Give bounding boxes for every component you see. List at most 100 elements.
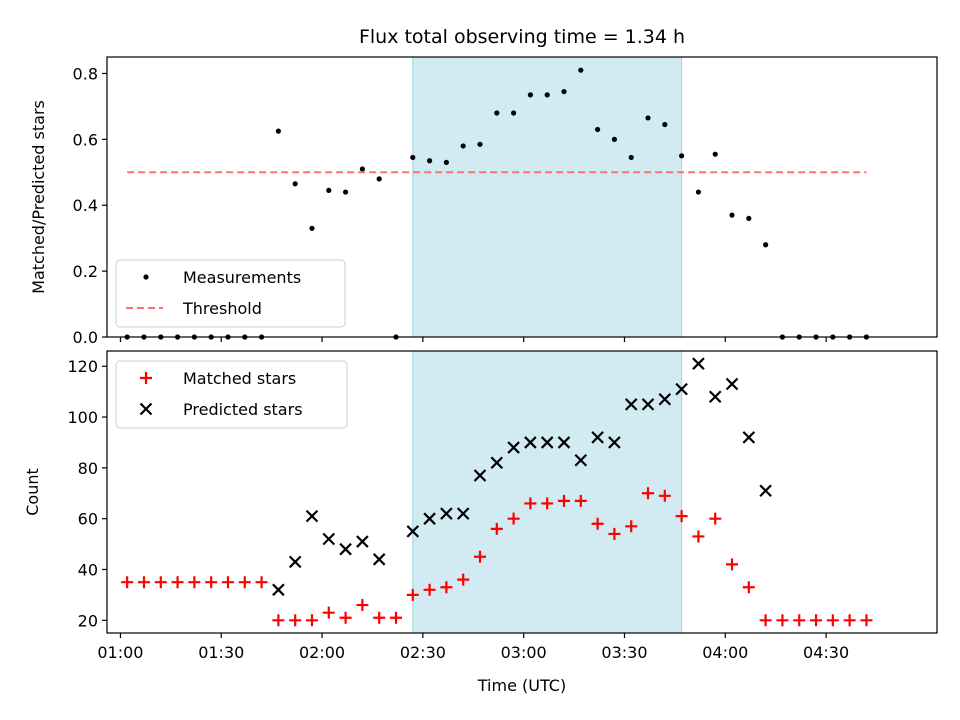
data-point [322,606,335,619]
legend-swatch [143,274,149,280]
bottom-panel: 20 40 60 80 100 120 01:00 01:30 02:00 02:30 03:00 0… [67,350,938,662]
shaded-interval [412,56,683,338]
data-point [746,215,752,222]
data-point [625,520,638,533]
y-tick-label: 40 [78,560,98,579]
data-point [608,527,621,540]
data-point [695,189,702,195]
y-tick-label: 60 [78,510,98,529]
data-point [658,489,671,502]
series-predicted-stars [272,357,772,597]
y-tick-label: 120 [67,357,98,376]
y-tick-label: 0.6 [73,130,98,149]
data-point [708,390,722,404]
x-tick-label: 01:30 [198,643,244,662]
data-point [356,599,369,612]
data-point [322,532,336,546]
data-point [275,128,281,134]
data-point [692,530,705,543]
data-point [288,555,302,569]
data-point [540,436,554,449]
data-point [645,115,651,121]
y-tick-label: 20 [78,611,98,630]
data-point [541,497,554,510]
x-axis-label: Time (UTC) [477,676,566,695]
data-point [793,614,806,627]
legend-box [115,259,346,328]
data-point [574,494,587,507]
data-point [557,436,571,449]
data-point [356,535,369,548]
top-y-axis-label: Matched/Predicted stars [29,100,48,294]
data-point [595,126,601,133]
data-point [406,525,420,538]
data-point [524,436,537,449]
data-point [578,67,584,73]
data-point [507,512,520,525]
legend: Matched stars Predicted stars [115,360,348,429]
plot-frame [106,350,938,634]
legend-label: Matched stars [183,369,296,388]
data-point [359,166,365,172]
data-point [810,614,823,627]
x-tick-label: 02:00 [299,643,345,662]
data-point [679,153,685,159]
data-point [389,611,402,624]
data-point [121,576,134,589]
x-tick-label: 03:00 [501,643,547,662]
data-point [342,189,349,195]
legend-swatch [140,372,152,384]
series-matched-stars [121,487,873,627]
data-point [494,110,500,116]
data-point [272,583,285,597]
data-point [171,576,184,589]
data-point [860,614,873,627]
chart-title: Flux total observing time = 1.34 h [359,26,685,48]
y-tick-label: 80 [78,459,98,478]
plot-frame [106,56,938,338]
y-tick-label: 100 [67,408,98,427]
data-point [426,158,433,164]
data-point [624,398,638,411]
data-point [309,225,315,231]
data-point [662,121,668,128]
y-tick-label: 0.4 [73,196,98,215]
data-point [490,522,503,535]
data-point [591,431,604,444]
x-tick-label: 03:30 [601,643,647,662]
data-point [292,181,298,187]
shaded-interval [412,350,683,634]
data-point [477,141,483,147]
data-point [410,154,416,161]
data-point [406,588,419,601]
data-point [591,517,604,530]
data-point [305,509,319,523]
data-point [188,576,201,589]
data-point [558,494,571,507]
x-tick-label: 04:00 [702,643,748,662]
data-point [456,507,470,520]
data-point [608,436,621,449]
data-point [137,576,150,589]
data-point [272,614,285,627]
legend-label: Measurements [183,268,301,287]
y-tick-label: 0.0 [73,328,98,347]
legend-box [115,360,348,429]
data-point [255,576,268,589]
data-point [490,456,504,470]
data-point [544,92,550,98]
top-panel: 0.0 0.2 0.4 0.6 0.8 Measurements Threshold [73,56,938,347]
data-point [473,469,487,482]
data-point [238,576,251,589]
data-point [289,614,302,627]
data-point [460,143,466,149]
data-point [423,512,436,525]
data-point [742,431,756,444]
legend-swatch [139,402,153,416]
data-point [776,614,789,627]
data-point [473,550,486,563]
data-point [628,154,634,161]
data-point [712,151,718,157]
data-point [763,242,769,248]
